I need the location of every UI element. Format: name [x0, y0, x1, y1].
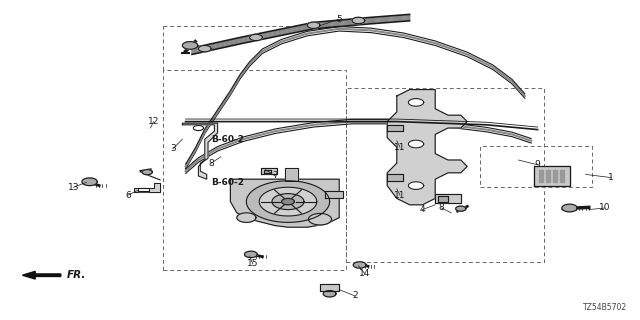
Polygon shape	[230, 179, 339, 227]
Polygon shape	[250, 34, 262, 41]
Polygon shape	[22, 271, 61, 279]
Polygon shape	[244, 251, 257, 258]
Text: 11: 11	[394, 143, 406, 152]
Polygon shape	[534, 166, 570, 186]
Text: 1: 1	[609, 173, 614, 182]
Polygon shape	[264, 170, 271, 173]
Polygon shape	[408, 182, 424, 189]
Polygon shape	[193, 125, 204, 131]
Text: 4: 4	[420, 205, 425, 214]
Polygon shape	[539, 170, 543, 182]
Polygon shape	[387, 174, 403, 181]
Text: B-60-2: B-60-2	[211, 178, 244, 187]
Text: 11: 11	[394, 191, 406, 200]
Polygon shape	[408, 140, 424, 148]
Polygon shape	[198, 45, 211, 52]
Polygon shape	[142, 170, 152, 175]
Text: 7: 7	[273, 172, 278, 180]
Polygon shape	[408, 99, 424, 106]
Polygon shape	[237, 213, 256, 222]
Polygon shape	[387, 90, 467, 205]
Polygon shape	[138, 188, 149, 191]
Text: 10: 10	[599, 204, 611, 212]
Text: 12: 12	[148, 117, 159, 126]
Polygon shape	[259, 187, 317, 216]
Text: 15: 15	[247, 260, 259, 268]
Polygon shape	[562, 204, 577, 212]
Text: 13: 13	[68, 183, 79, 192]
Polygon shape	[387, 125, 403, 131]
Polygon shape	[182, 123, 218, 179]
Polygon shape	[320, 284, 339, 291]
Polygon shape	[325, 191, 343, 198]
Text: TZ54B5702: TZ54B5702	[583, 303, 627, 312]
Text: 8: 8	[209, 159, 214, 168]
Polygon shape	[285, 168, 298, 181]
Polygon shape	[246, 181, 330, 222]
Polygon shape	[134, 183, 160, 192]
Polygon shape	[272, 194, 304, 210]
Polygon shape	[352, 17, 365, 24]
Polygon shape	[182, 42, 198, 49]
Polygon shape	[553, 170, 557, 182]
Text: 3: 3	[170, 144, 175, 153]
Polygon shape	[435, 194, 461, 203]
Polygon shape	[353, 262, 366, 268]
Text: 5: 5	[337, 15, 342, 24]
Text: FR.: FR.	[67, 270, 86, 280]
Polygon shape	[546, 170, 550, 182]
Polygon shape	[307, 22, 320, 28]
Polygon shape	[308, 213, 332, 225]
Polygon shape	[560, 170, 564, 182]
Text: 9: 9	[535, 160, 540, 169]
Polygon shape	[261, 168, 277, 174]
Text: 6: 6	[125, 191, 131, 200]
Polygon shape	[323, 291, 336, 297]
Text: 2: 2	[353, 292, 358, 300]
Polygon shape	[438, 196, 448, 202]
Text: 14: 14	[359, 269, 371, 278]
Polygon shape	[82, 178, 97, 186]
Text: 8: 8	[439, 204, 444, 212]
Polygon shape	[282, 198, 294, 205]
Polygon shape	[456, 206, 466, 211]
Text: B-60-2: B-60-2	[211, 135, 244, 144]
